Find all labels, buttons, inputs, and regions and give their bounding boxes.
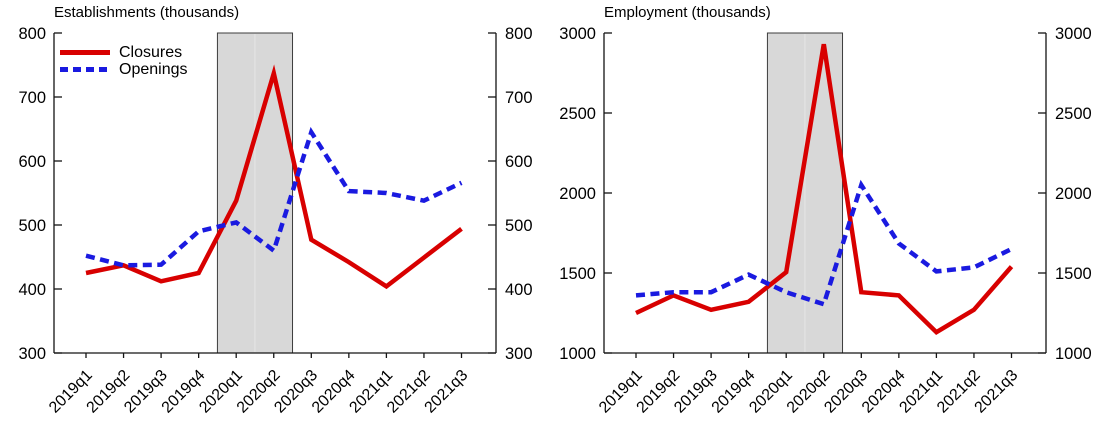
- closures-line: [85, 64, 463, 290]
- left-y-tick-label: 600: [18, 153, 46, 171]
- left-y-tick-label: 2500: [559, 105, 596, 123]
- left-y-tick-label: 1000: [559, 345, 596, 363]
- employment-panel: 1000 1000 1500 1500 2000 2000 2500 2500 3000 3000…: [550, 0, 1100, 425]
- right-y-tick-label: 800: [505, 25, 533, 43]
- right-y-tick-label: 400: [505, 281, 533, 299]
- establishments-title: Establishments (thousands): [54, 4, 240, 21]
- left-y-tick-label: 500: [18, 217, 46, 235]
- legend-row-openings: Openings: [60, 61, 188, 78]
- left-y-tick-label: 400: [18, 281, 46, 299]
- right-y-tick-label: 500: [505, 217, 533, 235]
- openings-line-swatch: [60, 67, 110, 72]
- establishments-panel: 300 300 400 400 500 500 600 600 700 700 800 800 2019…: [18, 4, 533, 417]
- left-y-tick-label: 2000: [559, 185, 596, 203]
- left-y-tick-label: 1500: [559, 265, 596, 283]
- right-y-tick-label: 3000: [1055, 25, 1092, 43]
- right-y-tick-label: 700: [505, 89, 533, 107]
- employment-chart: 1000 1000 1500 1500 2000 2000 2500 2500 3000 3000…: [559, 25, 1092, 417]
- legend-label-closures: Closures: [119, 44, 183, 61]
- left-y-tick-label: 700: [18, 89, 46, 107]
- right-y-tick-label: 1500: [1055, 265, 1092, 283]
- employment-title: Employment (thousands): [604, 4, 771, 21]
- closures-line: [635, 43, 1014, 336]
- legend: Closures Openings: [60, 44, 188, 78]
- openings-line: [85, 126, 463, 268]
- openings-line: [635, 179, 1013, 308]
- left-y-tick-label: 300: [18, 345, 46, 363]
- right-y-tick-label: 600: [505, 153, 533, 171]
- closures-line-swatch: [60, 50, 110, 55]
- left-y-tick-label: 800: [18, 25, 46, 43]
- right-y-tick-label: 300: [505, 345, 533, 363]
- right-y-tick-label: 2500: [1055, 105, 1092, 123]
- left-y-tick-label: 3000: [559, 25, 596, 43]
- right-y-tick-label: 1000: [1055, 345, 1092, 363]
- legend-row-closures: Closures: [60, 44, 188, 61]
- right-y-tick-label: 2000: [1055, 185, 1092, 203]
- legend-label-openings: Openings: [119, 61, 188, 78]
